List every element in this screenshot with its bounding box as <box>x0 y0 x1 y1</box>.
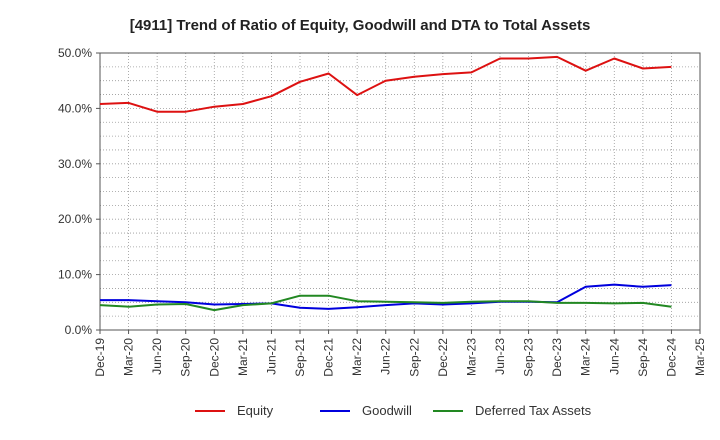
x-tick-label: Jun-20 <box>150 338 164 375</box>
x-tick-label: Mar-22 <box>350 338 364 376</box>
legend: Equity Goodwill Deferred Tax Assets <box>195 403 592 418</box>
x-tick-label: Dec-24 <box>664 338 678 377</box>
x-tick-label: Mar-23 <box>464 338 478 376</box>
grid-layer <box>99 52 701 331</box>
legend-label: Equity <box>237 403 274 418</box>
legend-label: Goodwill <box>362 403 412 418</box>
x-tick-label: Dec-19 <box>93 338 107 377</box>
x-tick-label: Dec-22 <box>436 338 450 377</box>
x-tick-label: Jun-24 <box>607 338 621 375</box>
x-tick-label: Dec-21 <box>322 338 336 377</box>
x-tick-label: Mar-25 <box>693 338 707 376</box>
x-tick-label: Jun-21 <box>264 338 278 375</box>
chart-title: [4911] Trend of Ratio of Equity, Goodwil… <box>130 17 591 34</box>
axis-layer: 0.0% 10.0% 20.0% 30.0% 40.0% 50.0% Dec-19 Mar-2… <box>58 46 707 377</box>
x-tick-label: Sep-20 <box>179 338 193 377</box>
x-tick-label: Dec-20 <box>207 338 221 377</box>
y-tick-label: 40.0% <box>58 101 92 115</box>
x-tick-label: Sep-22 <box>407 338 421 377</box>
series-line-goodwill <box>100 283 672 310</box>
x-tick-label: Mar-20 <box>122 338 136 376</box>
x-tick-label: Jun-23 <box>493 338 507 375</box>
x-tick-label: Jun-22 <box>379 338 393 375</box>
x-tick-label: Sep-23 <box>522 338 536 377</box>
legend-label: Deferred Tax Assets <box>475 403 592 418</box>
y-tick-label: 10.0% <box>58 268 92 282</box>
y-tick-label: 50.0% <box>58 46 92 60</box>
series-line-deferred-tax-assets <box>99 294 672 312</box>
y-tick-label: 20.0% <box>58 212 92 226</box>
x-tick-label: Sep-24 <box>636 338 650 377</box>
series-layer <box>99 55 672 312</box>
y-tick-label: 30.0% <box>58 157 92 171</box>
x-tick-label: Dec-23 <box>550 338 564 377</box>
series-line-equity <box>99 55 672 113</box>
x-tick-label: Mar-24 <box>579 338 593 376</box>
x-tick-label: Sep-21 <box>293 338 307 377</box>
plot-frame <box>99 52 701 331</box>
y-tick-label: 0.0% <box>65 323 93 337</box>
x-tick-label: Mar-21 <box>236 338 250 376</box>
